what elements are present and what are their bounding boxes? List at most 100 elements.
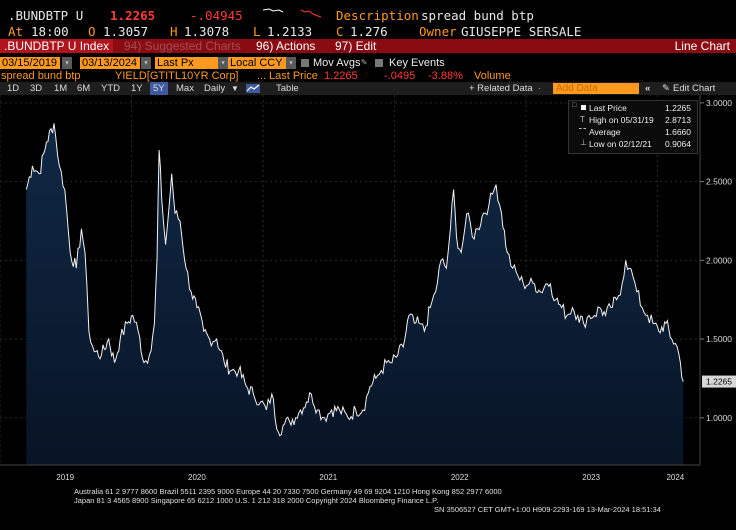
legend-collapse-icon[interactable]: □ (572, 102, 577, 109)
high-marker-icon: T (580, 115, 585, 124)
last-price-swatch (581, 105, 586, 110)
y-tick-label: 2.0000 (706, 255, 732, 265)
series-name: spread bund btp (1, 70, 81, 82)
legend-last-price: 1.2265 (324, 70, 358, 82)
average-marker-icon (579, 128, 586, 129)
period-max[interactable]: Max (176, 83, 194, 94)
price-change: -.04945 (190, 8, 243, 23)
stats-last-price-label: Last Price (589, 103, 627, 113)
intraday-sparkline (262, 6, 323, 23)
at-label: At (8, 24, 24, 39)
menu-bar: .BUNDBTP U Index 94) Suggested Charts 96… (0, 39, 736, 53)
x-tick-label: 2023 (582, 473, 600, 482)
period-1y[interactable]: 1Y (131, 83, 143, 94)
y-tick-label: 2.5000 (706, 177, 732, 187)
vertical-gridlines (0, 95, 658, 465)
table-button[interactable]: Table (276, 83, 299, 94)
x-tick-label: 2024 (666, 473, 684, 482)
mov-avgs-checkbox[interactable] (301, 59, 309, 67)
series-more[interactable]: ... (257, 70, 267, 82)
x-tick-label: 2020 (188, 473, 206, 482)
price-field-select[interactable]: Last Px (155, 57, 219, 69)
x-tick-label: 2022 (451, 473, 469, 482)
high-label: H (170, 24, 178, 39)
line-chart-icon[interactable] (246, 84, 260, 93)
last-price-label: Last Price (269, 70, 318, 82)
low-label: L (253, 24, 261, 39)
quote-header: .BUNDBTP U 1.2265 -.04945 Description sp… (0, 6, 736, 23)
edit-chart-pencil-icon[interactable]: ✎ (662, 83, 670, 94)
last-value-label: 1.2265 (706, 377, 732, 387)
close-label: C (336, 24, 344, 39)
low-value: 1.2133 (267, 24, 313, 39)
high-value: 1.3078 (184, 24, 230, 39)
x-tick-label: 2021 (319, 473, 337, 482)
low-marker-icon: ⊥ (580, 138, 587, 147)
collapse-arrows-icon[interactable]: « (645, 83, 651, 94)
last-value-marker: 1.2265 (702, 375, 736, 388)
price-field-dropdown[interactable]: ▾ (218, 57, 228, 69)
series-line (25, 123, 684, 437)
add-data-input[interactable]: Add Data (553, 83, 639, 94)
frequency-dropdown-icon[interactable]: ▼ (231, 84, 239, 93)
period-1d[interactable]: 1D (7, 83, 20, 94)
add-data-placeholder: Add Data (556, 83, 598, 94)
end-date-dropdown[interactable]: ▾ (141, 57, 151, 69)
description-label: Description (336, 8, 419, 23)
period-3d[interactable]: 3D (30, 83, 43, 94)
currency-dropdown[interactable]: ▾ (286, 57, 296, 69)
legend-change: -.0495 (384, 70, 416, 82)
period-6m[interactable]: 6M (77, 83, 91, 94)
open-label: O (88, 24, 96, 39)
start-date-dropdown[interactable]: ▾ (62, 57, 72, 69)
stats-high-label: High on 05/31/19 (589, 115, 654, 125)
period-ytd[interactable]: YTD (101, 83, 120, 94)
period-5y-selected[interactable]: 5Y (150, 82, 168, 95)
pencil-icon[interactable]: ✎ (361, 57, 368, 68)
period-1m[interactable]: 1M (54, 83, 68, 94)
frequency-select[interactable]: Daily (204, 83, 226, 94)
stats-average: 1.6660 (665, 127, 691, 137)
actions-menu[interactable]: 96) Actions (256, 39, 316, 53)
x-tick-label: 2019 (56, 473, 74, 482)
series-source: YIELD[GTITL10YR Corp] (115, 70, 239, 82)
footer-line-2: Japan 81 3 4565 8900 Singapore 65 6212 1… (74, 496, 439, 505)
footer-line-1: Australia 61 2 9777 8600 Brazil 5511 239… (74, 487, 502, 496)
ticker-label: .BUNDBTP U (8, 8, 84, 23)
y-tick-label: 3.0000 (706, 98, 732, 108)
edit-menu[interactable]: 97) Edit (335, 39, 377, 53)
stats-last-price: 1.2265 (665, 103, 691, 113)
owner-value: GIUSEPPE SERSALE (461, 24, 582, 39)
suggested-charts-menu[interactable]: 94) Suggested Charts (124, 39, 241, 53)
volume-label: Volume (474, 70, 511, 82)
y-tick-label: 1.0000 (706, 413, 732, 423)
end-date-input[interactable]: 03/13/2024 (80, 57, 140, 69)
quote-details: At 18:00 O 1.3057 H 1.3078 L 1.2133 C 1.… (0, 24, 736, 39)
start-date-input[interactable]: 03/15/2019 (0, 57, 60, 69)
series-area-fill (26, 123, 684, 466)
more-dots-icon[interactable]: · (538, 83, 542, 94)
mov-avgs-label[interactable]: Mov Avgs (313, 57, 361, 69)
legend-bar: spread bund btp YIELD[GTITL10YR Corp] ..… (0, 70, 736, 82)
edit-chart-button[interactable]: Edit Chart (673, 83, 716, 94)
stats-high: 2.8713 (665, 115, 691, 125)
related-data-button[interactable]: + Related Data (469, 83, 533, 94)
y-axis-ticks: 1.0000 1.5000 2.0000 2.5000 3.0000 (700, 98, 732, 423)
y-tick-label: 1.5000 (706, 334, 732, 344)
key-events-label[interactable]: Key Events (389, 57, 445, 69)
stats-legend: □ Last Price 1.2265 T High on 05/31/19 2… (568, 100, 698, 154)
footer-line-3: SN 3506527 CET GMT+1:00 H909-2293-169 13… (434, 505, 661, 514)
currency-select[interactable]: Local CCY (228, 57, 286, 69)
last-price: 1.2265 (110, 8, 156, 23)
period-bar: 1D 3D 1M 6M YTD 1Y 5Y Max Daily ▼ Table … (0, 82, 736, 95)
security-button[interactable]: .BUNDBTP U Index (0, 39, 114, 53)
description-value: spread bund btp (421, 8, 534, 23)
x-axis-ticks: 2019 2020 2021 2022 2023 2024 (56, 473, 685, 482)
key-events-checkbox[interactable] (375, 59, 383, 67)
close-value: 1.276 (350, 24, 388, 39)
legend-change-pct: -3.88% (428, 70, 463, 82)
inputs-bar: 03/15/2019 ▾ 03/13/2024 ▾ Last Px ▾ Loca… (0, 57, 736, 69)
stats-average-label: Average (589, 127, 621, 137)
owner-label: Owner (419, 24, 457, 39)
